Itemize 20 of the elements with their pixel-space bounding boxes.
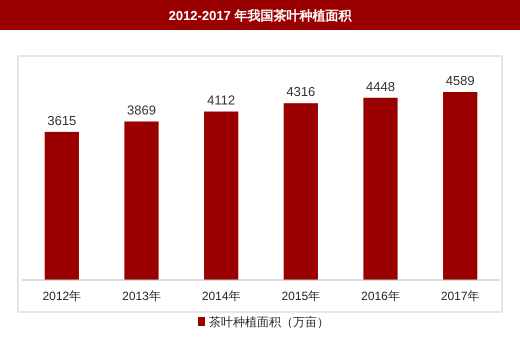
x-tick-label: 2016年 [361,289,400,303]
bar [44,132,79,280]
bar [204,112,238,280]
data-label: 4589 [446,73,475,88]
bar [363,98,398,280]
x-tick-label: 2014年 [202,289,241,303]
x-tick-label: 2013年 [122,289,161,303]
x-tick-label: 2017年 [440,289,480,303]
data-label: 3615 [47,112,76,128]
chart-title: 2012-2017 年我国茶叶种植面积 [168,8,352,23]
bar [284,103,318,280]
legend-label: 茶叶种植面积（万亩） [209,315,329,329]
x-tick-label: 2015年 [281,289,320,303]
bar [124,121,159,280]
data-label: 4316 [286,84,316,100]
x-tick-label: 2012年 [42,289,82,303]
data-label: 4112 [207,92,236,108]
bar [443,92,478,280]
data-label: 4448 [366,78,395,94]
data-label: 3869 [127,102,156,118]
